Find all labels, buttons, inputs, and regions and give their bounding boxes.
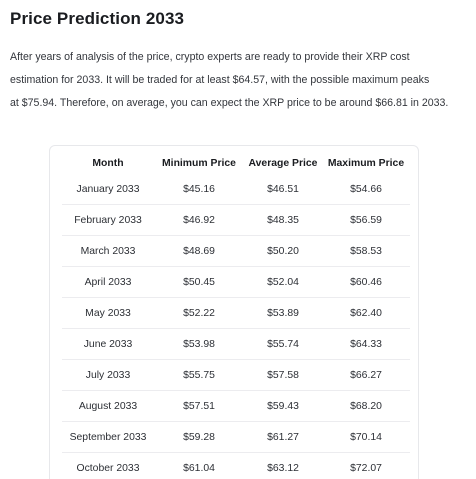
cell-month: June 2033 — [62, 328, 154, 360]
header-minimum-price: Minimum Price — [162, 157, 236, 169]
cell-minimum-price: $48.69 — [154, 235, 244, 267]
cell-minimum-price: $59.28 — [154, 421, 244, 453]
section-heading: Price Prediction 2033 — [10, 9, 185, 28]
intro-paragraph: After years of analysis of the price, cr… — [10, 46, 472, 115]
cell-maximum-price: $60.46 — [322, 266, 410, 298]
table-row: March 2033 $48.69 $50.20 $58.53 — [62, 235, 410, 267]
table-row: September 2033 $59.28 $61.27 $70.14 — [62, 421, 410, 453]
cell-average-price: $57.58 — [244, 359, 322, 391]
cell-minimum-price: $46.92 — [154, 204, 244, 236]
cell-month: January 2033 — [76, 183, 140, 195]
cell-minimum-price: $50.45 — [154, 266, 244, 298]
cell-maximum-price: $72.07 — [322, 452, 410, 479]
cell-month: February 2033 — [62, 204, 154, 236]
cell-minimum-price: $55.75 — [154, 359, 244, 391]
cell-average-price: $48.35 — [244, 204, 322, 236]
header-month: Month — [92, 157, 124, 169]
cell-month: August 2033 — [62, 390, 154, 422]
cell-maximum-price: $54.66 — [350, 183, 382, 195]
cell-average-price: $63.12 — [244, 452, 322, 479]
table-row: July 2033 $55.75 $57.58 $66.27 — [62, 359, 410, 391]
cell-minimum-price: $61.04 — [154, 452, 244, 479]
cell-month: July 2033 — [62, 359, 154, 391]
cell-average-price: $52.04 — [244, 266, 322, 298]
table-row: April 2033 $50.45 $52.04 $60.46 — [62, 266, 410, 298]
cell-average-price: $59.43 — [244, 390, 322, 422]
table-row: January 2033 $45.16 $46.51 $54.66 — [62, 174, 410, 205]
cell-maximum-price: $64.33 — [322, 328, 410, 360]
price-table-card: Month Minimum Price Average Price Maximu… — [49, 145, 419, 479]
cell-maximum-price: $66.27 — [322, 359, 410, 391]
cell-average-price: $55.74 — [244, 328, 322, 360]
cell-month: March 2033 — [62, 235, 154, 267]
cell-maximum-price: $56.59 — [322, 204, 410, 236]
header-average-price: Average Price — [248, 157, 318, 169]
table-header-row: Month Minimum Price Average Price Maximu… — [62, 152, 410, 174]
cell-minimum-price: $57.51 — [154, 390, 244, 422]
table-row: October 2033 $61.04 $63.12 $72.07 — [62, 452, 410, 479]
table-row: June 2033 $53.98 $55.74 $64.33 — [62, 328, 410, 360]
cell-maximum-price: $68.20 — [322, 390, 410, 422]
price-table: Month Minimum Price Average Price Maximu… — [62, 152, 410, 479]
table-row: February 2033 $46.92 $48.35 $56.59 — [62, 204, 410, 236]
intro-line: After years of analysis of the price, cr… — [10, 51, 410, 63]
cell-minimum-price: $45.16 — [183, 183, 215, 195]
cell-average-price: $50.20 — [244, 235, 322, 267]
cell-average-price: $61.27 — [244, 421, 322, 453]
cell-month: September 2033 — [62, 421, 154, 453]
intro-line: at $75.94. Therefore, on average, you ca… — [10, 97, 449, 109]
cell-maximum-price: $70.14 — [322, 421, 410, 453]
cell-month: April 2033 — [62, 266, 154, 298]
cell-month: October 2033 — [62, 452, 154, 479]
cell-average-price: $53.89 — [244, 297, 322, 329]
table-row: May 2033 $52.22 $53.89 $62.40 — [62, 297, 410, 329]
cell-maximum-price: $58.53 — [322, 235, 410, 267]
cell-month: May 2033 — [62, 297, 154, 329]
intro-line: estimation for 2033. It will be traded f… — [10, 74, 430, 86]
cell-minimum-price: $52.22 — [154, 297, 244, 329]
cell-average-price: $46.51 — [267, 183, 299, 195]
header-maximum-price: Maximum Price — [327, 157, 405, 169]
cell-minimum-price: $53.98 — [154, 328, 244, 360]
table-row: August 2033 $57.51 $59.43 $68.20 — [62, 390, 410, 422]
cell-maximum-price: $62.40 — [322, 297, 410, 329]
